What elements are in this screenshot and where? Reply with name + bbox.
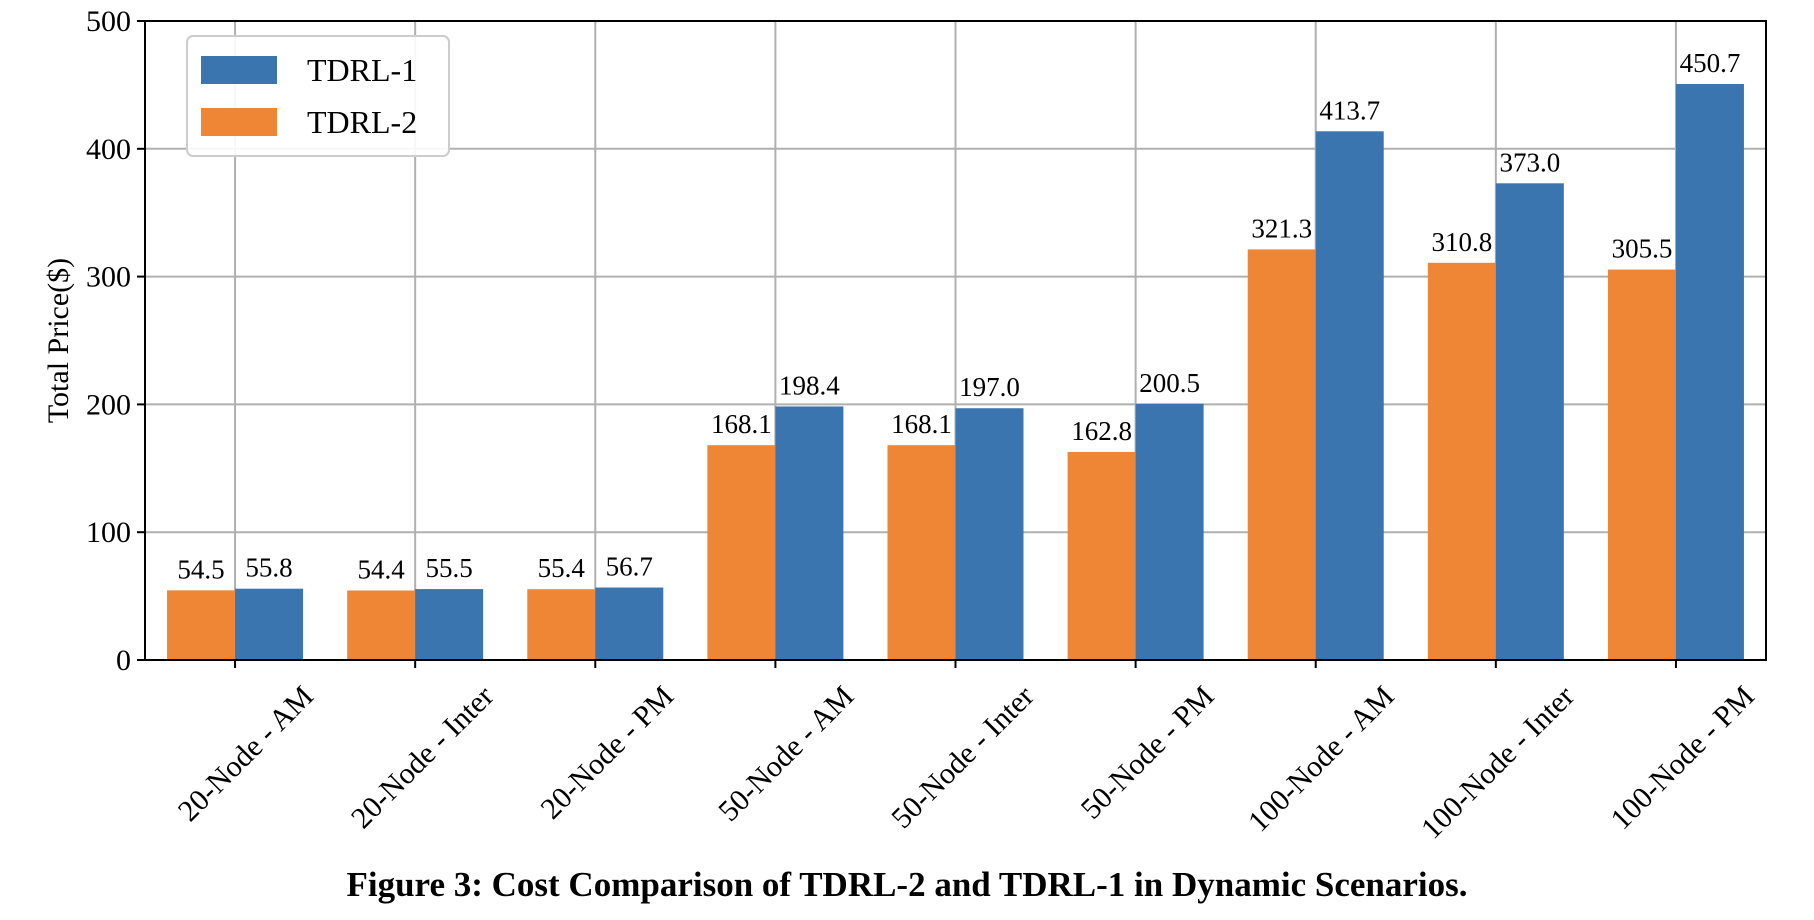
bar-tdrl-1 (1495, 183, 1564, 660)
data-label: 413.7 (1319, 95, 1380, 125)
data-label: 305.5 (1612, 234, 1673, 264)
bar-tdrl-1 (955, 408, 1024, 660)
bar-tdrl-2 (167, 590, 236, 660)
bar-tdrl-1 (415, 589, 484, 660)
x-tick-label: 50-Node - PM (1075, 680, 1221, 826)
y-tick-label: 400 (86, 133, 131, 166)
y-tick-label: 200 (86, 388, 131, 421)
bar-tdrl-2 (1067, 451, 1136, 660)
y-tick-label: 0 (116, 644, 131, 677)
bar-chart: 54.5 54.4 55.4 168.1 168.1 162.8 321.3 310.8 305… (42, 5, 1767, 845)
data-label: 310.8 (1431, 227, 1492, 257)
data-label: 54.5 (177, 554, 224, 584)
bar-tdrl-2 (887, 445, 956, 660)
data-label: 54.4 (358, 554, 406, 584)
bar-tdrl-1 (1675, 84, 1744, 661)
legend-swatch (201, 56, 277, 84)
bar-tdrl-1 (235, 588, 304, 660)
x-tick-label: 50-Node - AM (712, 680, 860, 828)
bar-tdrl-1 (1135, 403, 1204, 660)
bar-tdrl-1 (595, 587, 664, 660)
bar-tdrl-1 (1315, 131, 1384, 661)
bar-tdrl-2 (1247, 249, 1316, 660)
data-label: 56.7 (606, 552, 653, 582)
bar-tdrl-2 (707, 445, 776, 660)
legend-label: TDRL-2 (307, 104, 417, 140)
data-label: 197.0 (959, 372, 1020, 402)
y-tick-label: 300 (86, 261, 131, 294)
data-label: 200.5 (1139, 368, 1200, 398)
y-tick-label: 100 (86, 516, 131, 549)
data-label: 373.0 (1499, 147, 1560, 177)
bars (167, 84, 1744, 661)
bar-tdrl-1 (775, 406, 844, 660)
data-label: 55.8 (245, 553, 292, 583)
data-label: 168.1 (711, 409, 772, 439)
data-label: 162.8 (1071, 416, 1132, 446)
data-label: 55.5 (426, 553, 473, 583)
data-label: 198.4 (779, 370, 840, 400)
x-tick-label: 50-Node - Inter (885, 680, 1040, 835)
figure-caption: Figure 3: Cost Comparison of TDRL-2 and … (346, 865, 1468, 904)
legend-label: TDRL-1 (307, 52, 417, 88)
x-axis-ticks: 20-Node - AM 20-Node - Inter 20-Node - PM 5… (172, 660, 1761, 845)
bar-tdrl-2 (347, 590, 416, 660)
bar-tdrl-2 (1427, 262, 1496, 660)
y-tick-label: 500 (86, 5, 131, 38)
y-axis-ticks: 0 100 200 300 400 500 (86, 5, 145, 677)
x-tick-label: 100-Node - AM (1242, 680, 1401, 839)
data-label: 168.1 (891, 409, 952, 439)
bar-tdrl-2 (527, 589, 596, 660)
x-tick-label: 100-Node - Inter (1415, 680, 1581, 846)
x-tick-label: 20-Node - PM (534, 680, 680, 826)
bar-tdrl-2 (1607, 269, 1676, 660)
x-tick-label: 20-Node - Inter (345, 680, 500, 835)
x-tick-label: 20-Node - AM (172, 680, 320, 828)
x-tick-label: 100-Node - PM (1604, 680, 1761, 837)
data-label: 450.7 (1680, 48, 1741, 78)
legend: TDRL-1 TDRL-2 (186, 35, 450, 157)
data-label: 55.4 (538, 553, 586, 583)
y-axis-label: Total Price($) (42, 258, 75, 423)
data-labels: 54.5 54.4 55.4 168.1 168.1 162.8 321.3 310.8 305… (177, 48, 1740, 584)
legend-swatch (201, 108, 277, 136)
data-label: 321.3 (1251, 213, 1312, 243)
